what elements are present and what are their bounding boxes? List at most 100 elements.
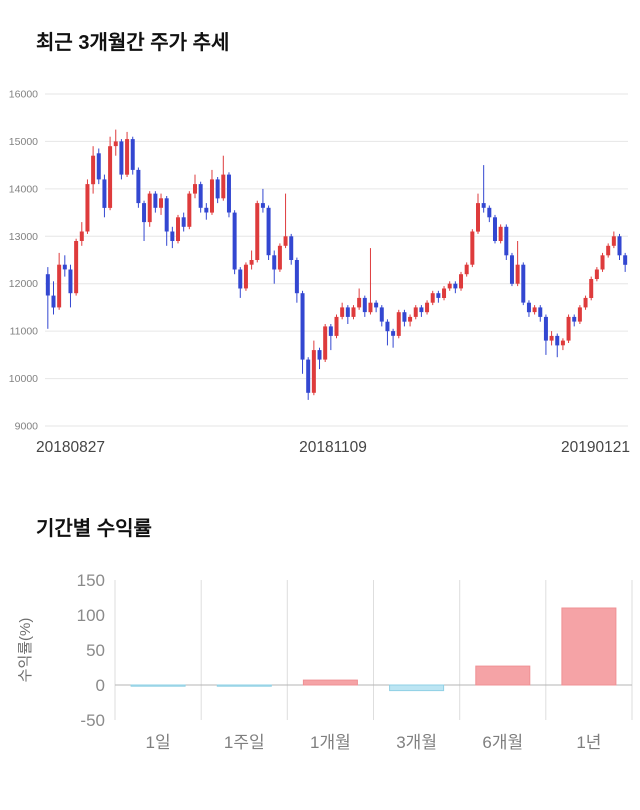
candle-body xyxy=(560,340,565,346)
price-trend-title: 최근 3개월간 주가 추세 xyxy=(36,32,230,54)
candle-body xyxy=(589,279,594,298)
return-bar xyxy=(130,684,186,687)
candle-body xyxy=(487,207,492,218)
y-axis-tick-label: 13000 xyxy=(9,231,38,243)
candle-body xyxy=(181,217,186,227)
candle-body xyxy=(283,236,288,246)
returns-bar-chart: 150 100 50 0 -50 1일 1주일 1개월 3개월 6개월 1년 수익률(%) xyxy=(0,570,640,765)
candle-body xyxy=(453,283,458,289)
y-axis-tick-label: 9000 xyxy=(15,421,39,433)
candle-body xyxy=(464,264,469,275)
candlestick-x-axis: 20180827 20181109 20190121 xyxy=(0,436,640,458)
candle-body xyxy=(538,307,543,317)
y-axis-tick-label: 10000 xyxy=(9,373,38,385)
candle-body xyxy=(351,307,356,317)
candle-body xyxy=(102,179,107,208)
candle-body xyxy=(532,307,537,313)
candle-body xyxy=(543,316,548,341)
candle-body xyxy=(125,139,130,175)
candle-body xyxy=(74,241,79,294)
x-axis-category-label: 1개월 xyxy=(310,733,351,752)
x-axis-category-label: 1일 xyxy=(146,733,171,752)
candle-body xyxy=(119,141,124,175)
y-axis-tick-label: -50 xyxy=(80,711,105,730)
candle-body xyxy=(436,293,441,298)
candle-body xyxy=(170,231,175,241)
candle-body xyxy=(255,203,260,260)
candle-body xyxy=(391,331,396,336)
candle-body xyxy=(504,226,509,256)
candle-body xyxy=(606,245,611,256)
candle-body xyxy=(142,203,147,223)
candle-body xyxy=(413,307,418,317)
candle-body xyxy=(91,155,96,185)
candle-body xyxy=(176,217,181,241)
candle-body xyxy=(385,321,390,332)
x-axis-category-label: 3개월 xyxy=(396,733,437,752)
x-axis-category-label: 1년 xyxy=(576,733,601,752)
y-axis-tick-label: 16000 xyxy=(9,89,38,101)
candle-body xyxy=(442,288,447,298)
x-tick-start-date: 20180827 xyxy=(36,439,105,456)
candle-body xyxy=(549,335,554,341)
candle-body xyxy=(430,293,435,303)
candle-body xyxy=(555,335,560,346)
candle-body xyxy=(572,316,577,322)
stock-detail-page: 최근 3개월간 주가 추세 9000 10000 11000 12000 13000 14… xyxy=(0,32,640,765)
candle-body xyxy=(113,141,118,147)
y-axis-title: 수익률(%) xyxy=(17,618,34,683)
candle-body xyxy=(340,307,345,317)
candle-body xyxy=(238,269,243,289)
candlestick-chart: 9000 10000 11000 12000 13000 14000 15000 16000 xyxy=(0,80,640,436)
candle-body xyxy=(577,307,582,322)
candle-body xyxy=(153,193,158,208)
candle-body xyxy=(447,283,452,289)
candle-body xyxy=(164,198,169,232)
candle-body xyxy=(136,169,141,204)
candle-body xyxy=(498,226,503,241)
candle-body xyxy=(476,203,480,232)
candle-body xyxy=(204,207,209,213)
y-axis-tick-label: 14000 xyxy=(9,183,38,195)
candle-body xyxy=(425,302,430,313)
candle-body xyxy=(379,307,384,322)
candle-body xyxy=(260,203,265,208)
bar-chart-svg: 150 100 50 0 -50 1일 1주일 1개월 3개월 6개월 1년 수익률(%) xyxy=(17,571,633,752)
candle-body xyxy=(368,302,373,313)
candle-body xyxy=(85,184,90,232)
candle-body xyxy=(492,217,497,241)
candle-body xyxy=(323,326,328,360)
candle-body xyxy=(408,316,413,322)
candle-body xyxy=(470,231,475,265)
candle-body xyxy=(306,359,311,393)
return-bar xyxy=(561,607,617,686)
candle-body xyxy=(209,179,214,213)
candle-body xyxy=(328,326,333,336)
candle-body xyxy=(459,274,464,289)
candle-body xyxy=(193,184,197,194)
candle-body xyxy=(334,316,339,336)
candle-body xyxy=(187,193,192,227)
candle-body xyxy=(317,350,322,360)
x-axis-category-label: 6개월 xyxy=(482,733,523,752)
candle-body xyxy=(294,260,299,294)
price-trend-section: 최근 3개월간 주가 추세 9000 10000 11000 12000 13000 14… xyxy=(0,32,640,458)
candle-body xyxy=(521,264,526,303)
candle-body xyxy=(594,269,599,279)
candle-body xyxy=(526,302,531,313)
candle-body xyxy=(600,255,605,270)
candle-body xyxy=(147,193,152,223)
candle-body xyxy=(617,236,622,256)
candle-body xyxy=(419,307,424,313)
candle-body xyxy=(266,207,271,256)
candle-body xyxy=(243,264,248,289)
candle-body xyxy=(108,146,113,208)
candle-body xyxy=(198,184,203,208)
candle-body xyxy=(232,212,237,270)
candle-body xyxy=(159,198,164,208)
candle-body xyxy=(79,231,84,241)
candle-body xyxy=(402,312,407,322)
x-tick-end-date: 20190121 xyxy=(561,439,630,456)
y-axis-tick-label: 11000 xyxy=(10,326,39,338)
candle-body xyxy=(130,139,135,170)
